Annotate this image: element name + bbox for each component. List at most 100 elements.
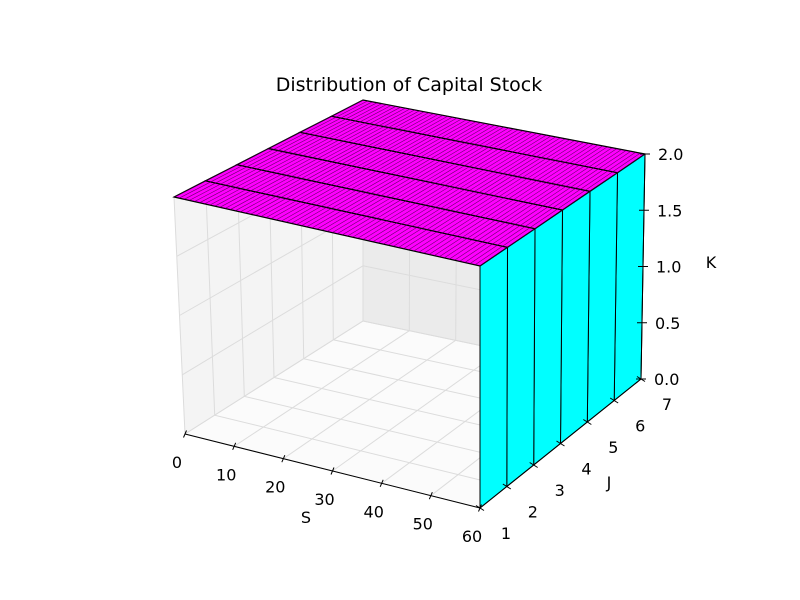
side-wall-strip <box>586 172 618 423</box>
z-tick-label: 0.5 <box>655 314 680 333</box>
surface-mesh-line <box>199 104 387 204</box>
surface-mesh-line <box>260 115 444 217</box>
z-tick-label: 1.0 <box>656 258 681 277</box>
surface-mesh-line <box>245 112 429 214</box>
z-tick-label: 0.0 <box>654 370 679 389</box>
surface-mesh-line <box>255 114 439 216</box>
x-tick-label: 20 <box>265 478 285 497</box>
surface-mesh-line <box>382 136 556 245</box>
tick-mark <box>379 479 384 488</box>
surface-mesh-line <box>291 120 472 224</box>
side-wall-strip <box>533 209 563 466</box>
surface-mesh-line <box>439 146 608 258</box>
surface-mesh-line <box>352 131 528 238</box>
surface-mesh-line <box>316 124 495 230</box>
surface-mesh-line <box>474 152 641 266</box>
y-tick-label: 2 <box>528 503 538 522</box>
tick-mark <box>609 397 619 404</box>
tick-mark <box>330 467 335 475</box>
x-tick-label: 0 <box>172 453 182 472</box>
surface-mesh-line <box>418 142 589 253</box>
surface-mesh-line <box>301 122 481 227</box>
surface-mesh-line <box>459 150 627 262</box>
top-surface-mesh <box>173 99 646 267</box>
x-tick-label: 10 <box>216 465 236 484</box>
tick-mark <box>428 491 433 500</box>
surface-mesh-line <box>173 99 364 198</box>
surface-mesh-line <box>326 126 505 232</box>
surface-mesh-line <box>408 141 580 251</box>
x-tick-label: 30 <box>314 490 334 509</box>
surface-mesh-line <box>204 105 392 205</box>
surface-mesh-line <box>428 144 599 255</box>
surface-mesh-line <box>194 103 382 202</box>
tick-mark <box>475 505 485 511</box>
x-tick-label: 40 <box>364 502 384 521</box>
surface-mesh-line <box>224 108 411 209</box>
surface-mesh-line <box>377 135 552 244</box>
y-tick-label: 4 <box>581 460 591 479</box>
y-tick-label: 5 <box>608 438 618 457</box>
surface-mesh-line <box>184 101 373 200</box>
surface-mesh-line <box>388 137 561 246</box>
tick-mark <box>502 483 512 490</box>
surface-mesh-line <box>372 134 547 243</box>
surface-mesh-line <box>479 153 646 267</box>
surface-mesh-line <box>342 129 519 236</box>
side-wall-strip <box>506 228 536 487</box>
surface-mesh-line <box>444 147 613 259</box>
surface-mesh-line <box>423 143 594 254</box>
tick-mark <box>183 430 187 438</box>
surface-mesh-line <box>235 110 420 212</box>
y-axis-label: J <box>606 473 612 492</box>
surface-mesh-line <box>275 117 458 221</box>
surface-mesh-line <box>296 121 476 225</box>
surface-mesh-line <box>286 119 467 223</box>
surface-mesh-line <box>311 124 491 229</box>
x-tick-label: 50 <box>413 515 433 534</box>
z-tick-label: 1.5 <box>657 201 682 220</box>
z-axis-label: K <box>706 253 717 272</box>
surface-mesh-line <box>209 106 397 206</box>
surface-mesh-line <box>229 109 415 210</box>
surface-mesh-line <box>265 115 448 218</box>
surface-mesh-line <box>449 148 617 260</box>
surface-mesh-line <box>357 132 533 239</box>
tick-mark <box>556 440 565 447</box>
surface-mesh-line <box>367 133 542 241</box>
surface-mesh-line <box>189 102 378 201</box>
surface-mesh-line <box>433 145 603 256</box>
tick-mark <box>281 454 286 463</box>
surface-mesh-line <box>321 125 500 231</box>
surface-mesh-line <box>347 130 523 237</box>
surface-mesh-line <box>337 128 514 235</box>
tick-mark <box>529 462 538 468</box>
surface-mesh-line <box>464 151 632 263</box>
y-tick-label: 6 <box>635 417 645 436</box>
surface-mesh-line <box>398 139 570 248</box>
surface <box>172 99 647 509</box>
surface-mesh-line <box>454 149 622 261</box>
surface-mesh-line <box>270 116 453 220</box>
side-wall-strip <box>479 246 508 509</box>
surface-mesh-line <box>219 107 406 208</box>
surface-mesh-line <box>306 123 486 228</box>
x-axis-label: S <box>301 508 311 527</box>
surface-mesh-line <box>178 100 368 199</box>
y-tick-label: 1 <box>501 524 511 543</box>
x-tick-label: 60 <box>462 527 482 546</box>
y-tick-label: 3 <box>555 481 565 500</box>
surface-mesh-line <box>413 142 585 252</box>
tick-mark <box>583 419 592 425</box>
tick-mark <box>232 442 237 451</box>
surface-mesh-line <box>403 140 575 250</box>
chart-title: Distribution of Capital Stock <box>276 74 542 96</box>
z-tick-label: 2.0 <box>658 145 683 164</box>
surface-mesh-line <box>469 151 636 264</box>
side-wall-strip <box>560 190 591 444</box>
surface-mesh-line <box>393 138 566 247</box>
surface-mesh-line <box>240 111 425 213</box>
